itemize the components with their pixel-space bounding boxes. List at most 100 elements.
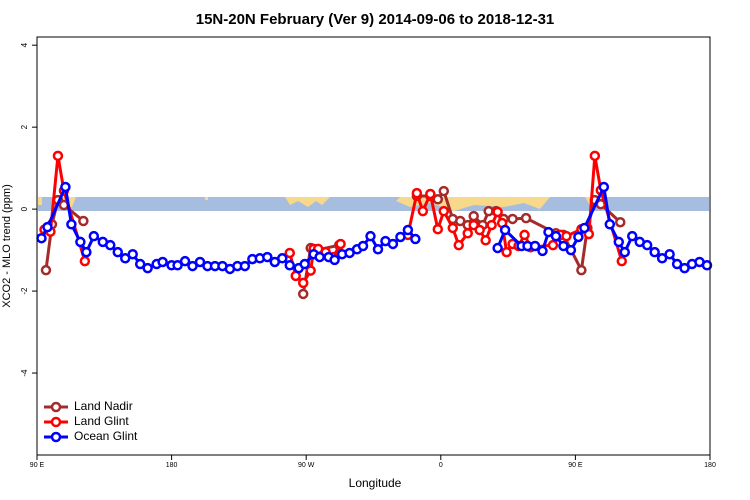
axes: 90 E 180 90 W 0 90 E 180 -4 -2 0 2 4 — [20, 42, 716, 468]
data-point — [671, 258, 683, 270]
data-point — [561, 230, 572, 242]
data-point — [520, 212, 532, 224]
data-point — [134, 258, 146, 270]
data-point — [157, 256, 168, 268]
data-point — [615, 216, 626, 228]
data-point — [88, 230, 100, 242]
data-point — [194, 256, 206, 268]
data-point — [543, 226, 554, 238]
data-point — [387, 238, 399, 250]
data-point — [579, 222, 590, 234]
legend-swatch-marker — [50, 431, 62, 443]
data-point — [438, 185, 450, 197]
data-point — [486, 219, 497, 231]
data-point — [66, 219, 77, 230]
data-point — [105, 239, 116, 251]
data-point — [619, 246, 631, 258]
data-point — [598, 181, 610, 193]
data-point — [410, 233, 421, 245]
data-point — [172, 260, 183, 271]
data-point — [547, 239, 559, 251]
data-point — [432, 223, 444, 235]
data-point — [604, 219, 616, 230]
data-point — [329, 254, 340, 266]
data-point — [589, 150, 601, 162]
data-point — [453, 239, 464, 251]
data-point — [335, 238, 346, 250]
x-tick-label: 180 — [166, 462, 178, 469]
y-tick-label: -2 — [20, 287, 29, 295]
data-point — [395, 231, 406, 243]
data-point — [365, 230, 376, 242]
y-tick-label: 4 — [20, 42, 29, 47]
data-point — [701, 260, 713, 271]
legend-swatch-marker — [50, 416, 62, 428]
data-point — [474, 224, 485, 236]
data-point — [616, 255, 628, 267]
data-point — [558, 240, 569, 252]
data-point — [656, 253, 668, 264]
data-point — [36, 232, 47, 244]
data-point — [297, 277, 309, 289]
data-point — [52, 150, 64, 162]
data-point — [529, 240, 541, 252]
plot-frame — [36, 36, 711, 456]
data-point — [425, 188, 436, 200]
data-point — [550, 230, 562, 242]
x-axis-label: Longitude — [349, 476, 402, 490]
x-tick-label: 90 E — [568, 462, 583, 469]
data-point — [372, 244, 384, 255]
legend-label: Land Glint — [74, 414, 129, 428]
data-point — [284, 260, 295, 271]
legend-swatch-marker — [50, 401, 62, 413]
data-point — [297, 288, 309, 300]
data-point — [480, 235, 491, 246]
plot-area — [36, 150, 713, 300]
data-point — [112, 246, 124, 258]
data-point — [641, 239, 653, 251]
data-point — [411, 187, 423, 199]
data-point — [492, 242, 503, 254]
data-point — [284, 247, 295, 259]
data-point — [299, 258, 310, 270]
data-point — [468, 210, 479, 222]
data-point — [499, 224, 511, 236]
x-tick-label: 180 — [704, 462, 716, 469]
data-point — [179, 255, 191, 267]
data-point — [81, 246, 92, 258]
data-point — [462, 228, 473, 239]
data-point — [664, 248, 675, 260]
data-point — [447, 222, 459, 234]
data-point — [454, 215, 466, 227]
data-point — [519, 229, 530, 241]
data-point — [75, 236, 86, 248]
data-point — [649, 246, 660, 258]
data-point — [314, 251, 325, 263]
data-point — [537, 245, 548, 257]
data-point — [438, 205, 450, 217]
data-point — [626, 230, 638, 242]
data-point — [127, 248, 138, 260]
data-point — [40, 264, 52, 276]
legend-label: Land Nadir — [74, 399, 133, 413]
data-point — [492, 206, 503, 218]
data-point — [402, 224, 414, 236]
data-point — [239, 260, 251, 272]
y-tick-label: -4 — [20, 369, 29, 377]
data-point — [142, 262, 153, 274]
x-tick-label: 90 E — [30, 462, 45, 469]
x-tick-label: 90 W — [298, 462, 315, 469]
series-line — [406, 154, 624, 262]
y-axis-label: XCO2 - MLO trend (ppm) — [1, 184, 13, 307]
data-point — [507, 213, 518, 225]
data-point — [565, 244, 577, 256]
data-point — [60, 181, 71, 193]
data-point — [576, 264, 587, 276]
data-point — [501, 246, 512, 258]
x-tick-label: 0 — [439, 462, 443, 469]
data-point — [417, 205, 429, 217]
land-mask-band — [38, 197, 709, 211]
data-point — [119, 253, 131, 264]
